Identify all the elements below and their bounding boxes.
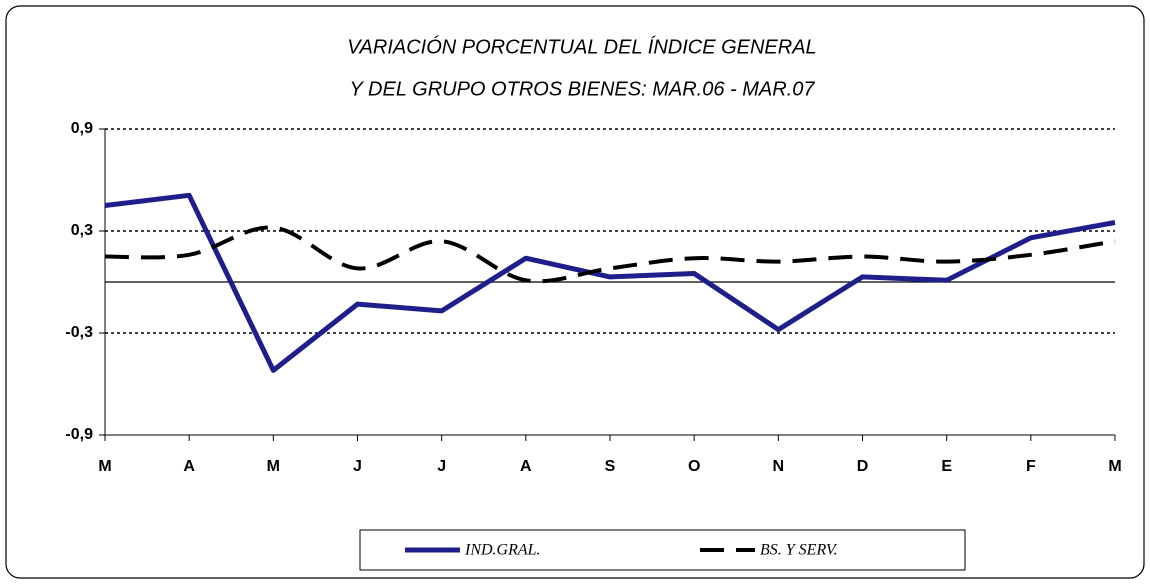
series-line [104, 225, 1116, 284]
y-tick-label: -0,9 [65, 426, 93, 443]
legend-box [359, 529, 966, 571]
x-tick-label: A [520, 458, 532, 475]
y-tick-label: 0,9 [71, 120, 93, 137]
x-tick-label: E [941, 458, 952, 475]
x-tick-label: O [688, 458, 700, 475]
x-tick-label: J [437, 458, 446, 475]
chart-subtitle: Y DEL GRUPO OTROS BIENES: MAR.06 - MAR.0… [350, 78, 816, 100]
x-tick-label: J [353, 458, 362, 475]
x-tick-label: D [857, 458, 869, 475]
y-tick-label: -0,3 [65, 324, 93, 341]
x-tick-label: M [1108, 458, 1121, 475]
x-tick-label: S [605, 458, 616, 475]
x-tick-label: M [267, 458, 280, 475]
x-tick-label: F [1026, 458, 1036, 475]
chart-title: VARIACIÓN PORCENTUAL DEL ÍNDICE GENERAL [347, 35, 816, 58]
x-tick-label: A [183, 458, 195, 475]
y-tick-label: 0,3 [71, 222, 93, 239]
legend-label: BS. Y SERV. [760, 542, 838, 559]
series-line [104, 192, 1116, 373]
legend-label: IND.GRAL. [464, 542, 541, 559]
x-tick-label: M [98, 458, 111, 475]
x-tick-label: N [773, 458, 785, 475]
